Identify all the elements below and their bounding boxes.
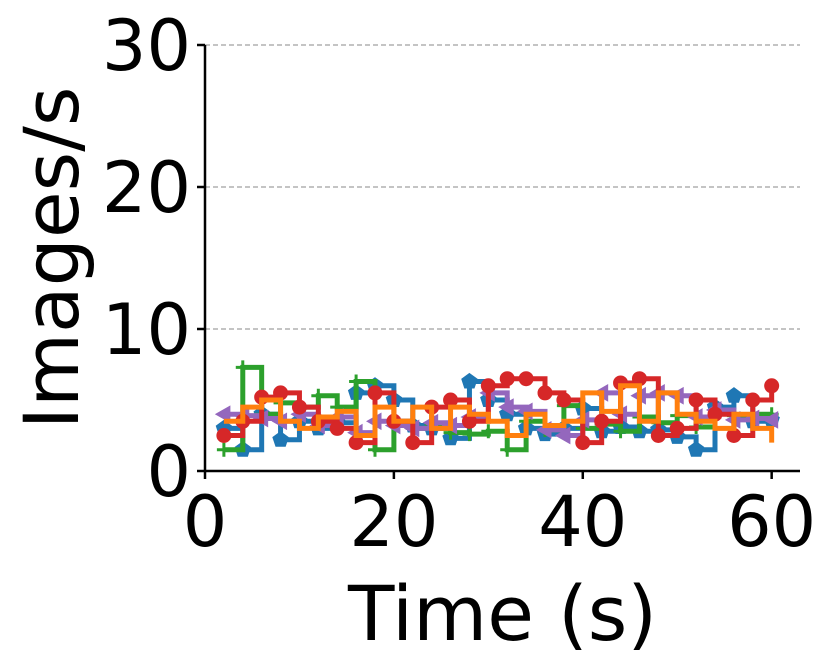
x-tick-label: 40 — [538, 481, 627, 563]
x-tick-label: 0 — [183, 481, 228, 563]
x-tick-label: 60 — [727, 481, 816, 563]
axes — [203, 45, 800, 473]
data-point — [725, 387, 743, 403]
data-point — [537, 385, 553, 401]
data-point — [613, 424, 628, 439]
data-point — [214, 405, 231, 424]
data-point — [311, 388, 326, 403]
data-point — [405, 435, 421, 451]
data-point — [764, 378, 780, 394]
data-point — [745, 392, 761, 408]
data-point — [462, 427, 477, 442]
data-point — [669, 420, 685, 436]
plot-area — [214, 360, 780, 457]
data-point — [556, 392, 572, 408]
data-point — [500, 442, 515, 457]
data-point — [367, 385, 383, 401]
data-point — [272, 431, 289, 447]
series-5 — [223, 383, 775, 443]
grid-lines — [205, 44, 800, 330]
series-4 — [216, 371, 780, 451]
data-point — [650, 428, 666, 443]
data-point — [498, 398, 514, 416]
data-point — [349, 374, 364, 389]
data-point — [329, 420, 345, 436]
y-tick-label: 20 — [102, 147, 191, 229]
x-axis-label: Time (s) — [347, 569, 657, 658]
data-point — [481, 424, 496, 439]
y-tick-label: 10 — [102, 289, 191, 371]
data-point — [554, 426, 571, 445]
data-point — [594, 413, 610, 429]
data-point — [235, 360, 250, 375]
data-point — [480, 378, 496, 394]
data-point — [688, 392, 704, 408]
y-tick-label: 30 — [102, 5, 191, 87]
y-axis-label: Images/s — [7, 87, 96, 430]
data-point — [216, 428, 232, 443]
x-tick-label: 20 — [349, 481, 438, 563]
data-point — [518, 371, 534, 387]
data-point — [575, 435, 591, 451]
y-tick-label: 0 — [146, 431, 191, 513]
axis-ticks: 0 20 40 60 0 10 20 30 — [102, 5, 816, 563]
data-point — [762, 411, 779, 429]
data-point — [291, 399, 307, 415]
data-point — [687, 441, 705, 457]
data-point — [216, 442, 231, 457]
data-point — [461, 372, 478, 389]
data-point — [499, 371, 515, 387]
series-line — [223, 383, 775, 443]
